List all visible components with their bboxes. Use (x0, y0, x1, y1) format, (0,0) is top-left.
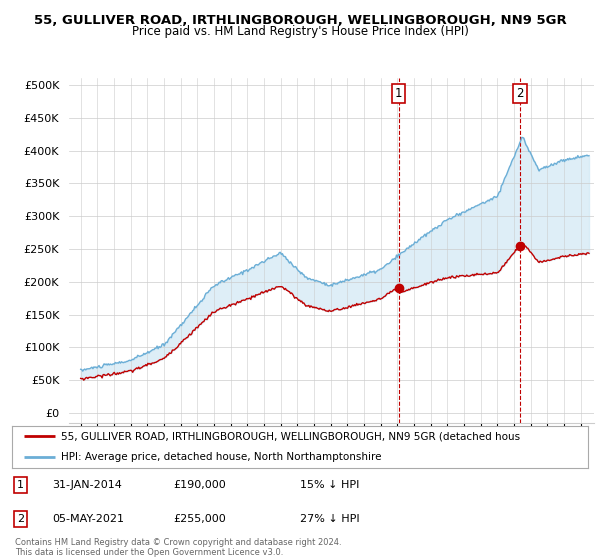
Text: 2: 2 (517, 87, 524, 100)
Text: HPI: Average price, detached house, North Northamptonshire: HPI: Average price, detached house, Nort… (61, 452, 382, 462)
Text: 31-JAN-2014: 31-JAN-2014 (52, 480, 122, 490)
Text: Price paid vs. HM Land Registry's House Price Index (HPI): Price paid vs. HM Land Registry's House … (131, 25, 469, 38)
Text: 1: 1 (395, 87, 403, 100)
Text: 55, GULLIVER ROAD, IRTHLINGBOROUGH, WELLINGBOROUGH, NN9 5GR (detached hous: 55, GULLIVER ROAD, IRTHLINGBOROUGH, WELL… (61, 431, 520, 441)
Text: £255,000: £255,000 (173, 514, 226, 524)
Text: 2: 2 (17, 514, 24, 524)
Text: £190,000: £190,000 (173, 480, 226, 490)
Text: 1: 1 (17, 480, 24, 490)
Text: 55, GULLIVER ROAD, IRTHLINGBOROUGH, WELLINGBOROUGH, NN9 5GR: 55, GULLIVER ROAD, IRTHLINGBOROUGH, WELL… (34, 14, 566, 27)
Text: 27% ↓ HPI: 27% ↓ HPI (300, 514, 359, 524)
Text: 15% ↓ HPI: 15% ↓ HPI (300, 480, 359, 490)
Text: Contains HM Land Registry data © Crown copyright and database right 2024.
This d: Contains HM Land Registry data © Crown c… (15, 538, 341, 557)
Text: 05-MAY-2021: 05-MAY-2021 (52, 514, 124, 524)
